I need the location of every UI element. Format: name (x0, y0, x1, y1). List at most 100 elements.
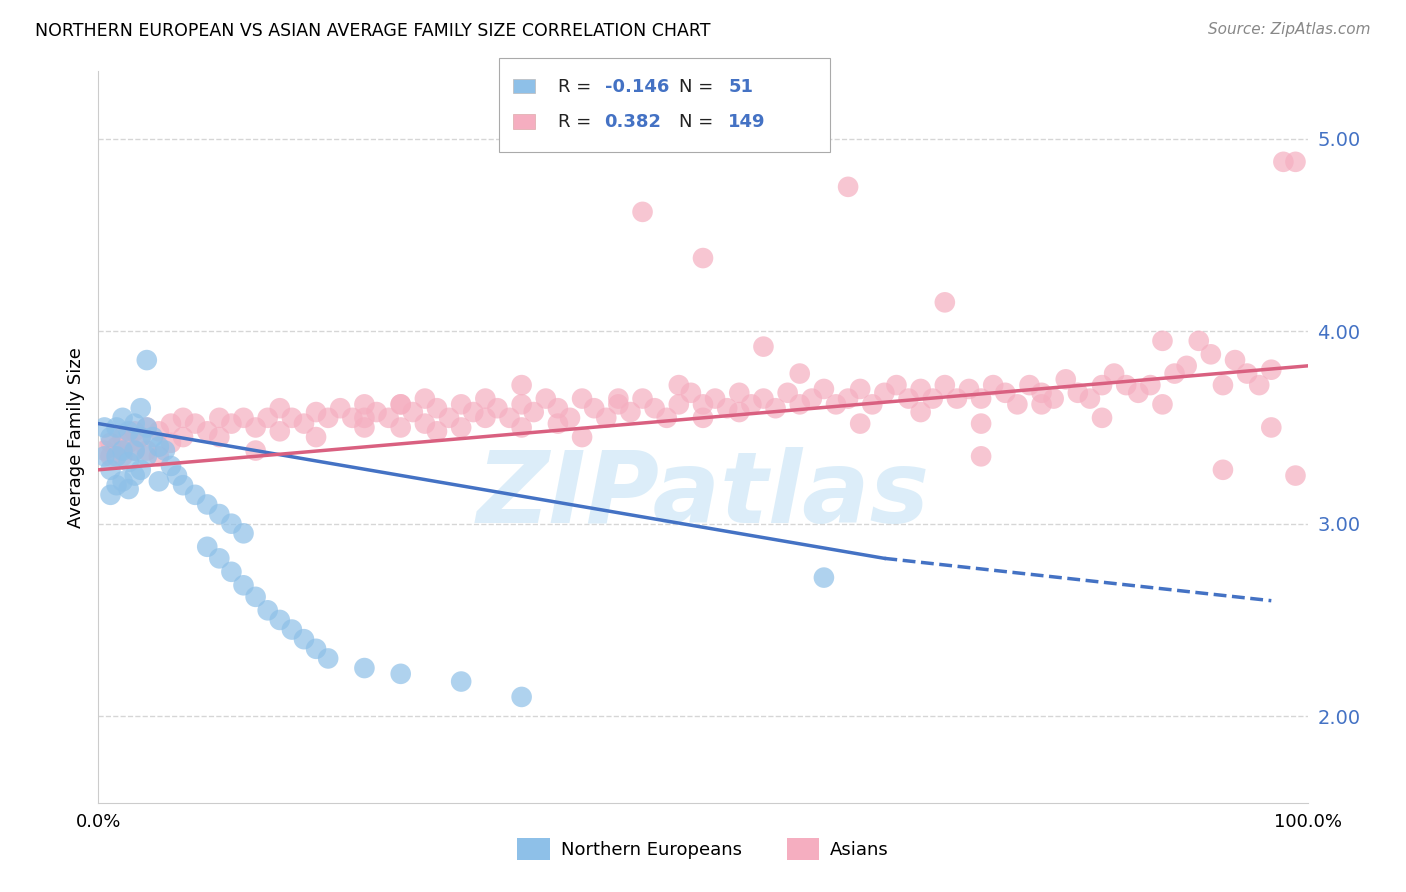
Point (644, 401, 666, 416)
Point (1152, 334, 1174, 348)
Point (679, 385, 702, 400)
Point (668, 378, 690, 392)
Point (910, 405, 932, 419)
Point (172, 410, 194, 425)
Point (692, 410, 714, 425)
Point (1128, 385, 1150, 400)
Point (752, 392, 775, 406)
Point (221, 417, 243, 431)
Point (946, 392, 969, 406)
Point (668, 397, 690, 411)
Point (837, 392, 859, 406)
Point (342, 410, 364, 425)
Point (450, 674, 472, 689)
Point (740, 397, 762, 411)
Point (728, 385, 751, 400)
Point (825, 397, 848, 411)
Point (111, 450, 134, 464)
Point (510, 397, 533, 411)
Point (970, 417, 993, 431)
Point (377, 410, 399, 425)
Point (118, 482, 141, 496)
Point (510, 690, 533, 704)
Point (305, 430, 328, 444)
Point (93, 443, 115, 458)
Point (752, 340, 775, 354)
Point (486, 401, 509, 416)
Point (607, 392, 630, 406)
Point (981, 378, 1004, 392)
Point (124, 425, 146, 439)
Point (1284, 154, 1306, 169)
Point (245, 590, 267, 604)
Point (221, 565, 243, 579)
Text: 149: 149 (728, 113, 766, 131)
Point (129, 430, 152, 444)
Point (172, 478, 194, 492)
Text: NORTHERN EUROPEAN VS ASIAN AVERAGE FAMILY SIZE CORRELATION CHART: NORTHERN EUROPEAN VS ASIAN AVERAGE FAMIL… (35, 22, 710, 40)
Point (1115, 378, 1137, 392)
Point (1152, 397, 1174, 411)
Point (534, 392, 557, 406)
Point (93, 420, 115, 434)
Point (281, 623, 304, 637)
Point (692, 397, 714, 411)
Point (910, 382, 932, 396)
Point (232, 410, 254, 425)
Point (1139, 378, 1161, 392)
Text: -0.146: -0.146 (605, 78, 669, 95)
Point (184, 488, 207, 502)
Point (389, 397, 412, 411)
Point (873, 385, 896, 400)
Point (813, 382, 835, 396)
Point (1102, 367, 1125, 381)
Point (100, 435, 122, 450)
Point (1236, 367, 1258, 381)
Point (353, 661, 375, 675)
Point (118, 455, 141, 469)
Point (100, 430, 122, 444)
Text: ZIPatlas: ZIPatlas (477, 447, 929, 544)
Point (789, 367, 811, 381)
Point (184, 417, 207, 431)
Point (1284, 468, 1306, 483)
Point (970, 392, 993, 406)
Point (886, 378, 908, 392)
Point (413, 392, 436, 406)
Point (728, 405, 751, 419)
Legend: Northern Europeans, Asians: Northern Europeans, Asians (510, 830, 896, 867)
Point (221, 516, 243, 531)
Point (934, 295, 956, 310)
Point (849, 382, 872, 396)
Text: 51: 51 (728, 78, 754, 95)
Point (281, 410, 304, 425)
Point (776, 385, 799, 400)
Point (118, 435, 141, 450)
Point (111, 410, 134, 425)
Point (195, 425, 218, 439)
Point (934, 378, 956, 392)
Point (510, 378, 533, 392)
Point (994, 385, 1017, 400)
Point (1188, 334, 1211, 348)
Point (1031, 385, 1053, 400)
Point (269, 401, 291, 416)
Point (245, 420, 267, 434)
Point (1018, 378, 1040, 392)
Point (142, 430, 165, 444)
Point (100, 463, 122, 477)
Point (208, 430, 231, 444)
Point (153, 443, 176, 458)
Point (498, 410, 520, 425)
Point (256, 410, 278, 425)
Point (450, 420, 472, 434)
Point (1175, 359, 1198, 373)
Point (849, 417, 872, 431)
Point (860, 397, 883, 411)
Point (105, 440, 128, 454)
Point (118, 425, 141, 439)
Point (160, 458, 183, 473)
Point (111, 430, 134, 444)
Y-axis label: Average Family Size: Average Family Size (66, 347, 84, 527)
Point (129, 401, 152, 416)
